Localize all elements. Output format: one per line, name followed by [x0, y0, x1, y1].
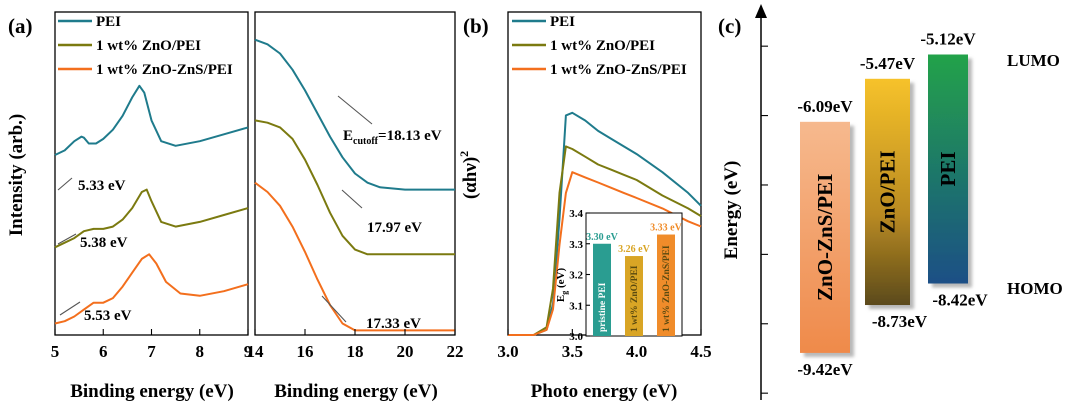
inset-value-label: 3.33 eV	[650, 223, 682, 234]
x-tick-label: 4.5	[690, 342, 711, 361]
legend-label-zno: 1 wt% ZnO/PEI	[96, 38, 201, 54]
inset-y-tick-label: 3.2	[569, 270, 583, 282]
series-line-1-wt-zno-pei	[254, 119, 455, 256]
legend-label-pei: PEI	[96, 14, 121, 30]
energy-bottom-label: -8.73eV	[872, 312, 928, 331]
annotation-cutoff-pei: Ecutoff=18.13 eV	[343, 128, 442, 147]
energy-bar-label: PEI	[936, 152, 960, 187]
inset-bar-1-wt-zno-zns-pei	[657, 234, 675, 336]
tangent-line	[59, 301, 81, 316]
inset-y-tick-label: 3.4	[569, 208, 583, 220]
x-tick-label: 22	[447, 342, 464, 361]
energy-level-bars: ZnO-ZnS/PEI-6.09eV-9.42eVZnO/PEI-5.47eV-…	[797, 30, 988, 379]
legend-a: PEI 1 wt% ZnO/PEI 1 wt% ZnO-ZnS/PEI	[58, 14, 233, 78]
x-tick-label: 18	[347, 342, 364, 361]
energy-bottom-label: -9.42eV	[797, 360, 853, 379]
inset-y-axis-title: Eg (eV)	[555, 268, 569, 303]
energy-bottom-label: -8.42eV	[932, 291, 988, 310]
inset-y-tick-label: 3.0	[569, 331, 583, 343]
tangent-line	[57, 177, 73, 191]
x-axis-title-a-right: Binding energy (eV)	[274, 381, 438, 402]
plot-a-right-curves	[254, 38, 455, 332]
series-line-1-wt-zno-zns-pei	[508, 171, 702, 336]
plot-b-absorption: 3.0 3.5 4.0 4.5 Photo energy (eV) (αhν)2 3.…	[457, 11, 712, 402]
plot-a-left-ticks: 5 6 7 8 9	[51, 329, 253, 361]
series-line-pei	[254, 38, 455, 191]
plot-b-curves	[508, 111, 702, 336]
tangent-line	[321, 295, 347, 323]
legend-b: PEI 1 wt% ZnO/PEI 1 wt% ZnO-ZnS/PEI	[512, 14, 687, 78]
inset-bandgap-chart: 3.30 eV pristine PEI 3.26 eV 1 wt% ZnO/PEI 3…	[555, 208, 683, 343]
x-tick-label: 16	[297, 342, 314, 361]
inset-category-label: pristine PEI	[598, 282, 608, 332]
energy-bar-zno-pei	[865, 78, 910, 306]
x-tick-label: 9	[244, 342, 253, 361]
legend-label-znozns: 1 wt% ZnO-ZnS/PEI	[96, 62, 233, 78]
x-tick-label: 3.5	[562, 342, 583, 361]
x-tick-label: 4.0	[626, 342, 647, 361]
inset-bar-1-wt-zno-pei	[625, 256, 643, 336]
energy-top-label: -5.12eV	[920, 30, 976, 49]
legend-label-zno: 1 wt% ZnO/PEI	[550, 38, 655, 54]
x-tick-label: 6	[99, 342, 108, 361]
inset-value-label: 3.26 eV	[618, 244, 650, 255]
energy-top-label: -6.09eV	[797, 97, 853, 116]
legend-label-znozns: 1 wt% ZnO-ZnS/PEI	[550, 62, 687, 78]
series-line-1-wt-zno-pei	[54, 188, 249, 249]
energy-axis-arrow-icon	[755, 4, 767, 18]
annotation-5-33: 5.33 eV	[78, 178, 126, 194]
y-axis-title-c: Energy (eV)	[721, 161, 742, 260]
plot-c-energy-levels: Energy (eV) ZnO-ZnS/PEI -6.09eV -9.42eV ZnO…	[721, 4, 1063, 400]
tangent-line	[57, 233, 77, 245]
homo-label: HOMO	[1007, 279, 1063, 298]
series-line-1-wt-zno-pei	[508, 145, 702, 336]
plot-a-left-curves	[54, 84, 249, 325]
energy-bar-label: ZnO-ZnS/PEI	[813, 174, 837, 301]
x-tick-label: 14	[247, 342, 265, 361]
y-axis-title-a: Intensity (arb.)	[6, 114, 27, 236]
plot-a-cutoff: 14 16 18 20 22 Ecutoff=18.13 eV 17.97 eV 17.…	[247, 11, 464, 402]
inset-ticks: 3.0 3.1 3.2 3.3 3.4	[569, 208, 590, 343]
x-axis-title-a-left: Binding energy (eV)	[70, 381, 234, 402]
plot-a-left-frame	[54, 11, 249, 336]
tangent-line	[337, 95, 373, 125]
y-axis-title-b: (αhν)2	[457, 151, 481, 199]
legend-label-pei: PEI	[550, 14, 575, 30]
plot-b-ticks: 3.0 3.5 4.0 4.5	[497, 329, 712, 361]
series-line-1-wt-zno-zns-pei	[254, 181, 455, 332]
x-tick-label: 8	[196, 342, 205, 361]
inset-value-label: 3.30 eV	[586, 232, 618, 243]
energy-bar-label: ZnO/PEI	[876, 150, 900, 233]
annotation-5-38: 5.38 eV	[80, 235, 128, 251]
series-line-1-wt-zno-zns-pei	[54, 253, 249, 325]
panel-label-b: (b)	[463, 14, 489, 38]
annotation-17-33: 17.33 eV	[366, 316, 421, 332]
inset-bars: 3.30 eV pristine PEI 3.26 eV 1 wt% ZnO/PEI 3…	[586, 223, 683, 336]
x-axis-title-b: Photo energy (eV)	[531, 381, 678, 402]
tangent-line	[341, 189, 363, 209]
x-tick-label: 7	[147, 342, 156, 361]
plot-a-valence: 5 6 7 8 9 5.33 eV 5.38 eV 5.53 eV Binding en…	[6, 11, 253, 402]
energy-axis-ticks	[761, 45, 768, 394]
energy-bar-zno-zns-pei	[800, 121, 850, 353]
inset-category-label: 1 wt% ZnO/PEI	[630, 265, 640, 332]
annotation-5-53: 5.53 eV	[84, 308, 132, 324]
inset-y-tick-label: 3.3	[569, 239, 583, 251]
inset-category-label: 1 wt% ZnO-ZnS/PEI	[662, 245, 672, 332]
series-line-pei	[54, 84, 249, 156]
inset-bar-pristine-pei	[593, 243, 611, 336]
panel-label-c: (c)	[718, 14, 741, 38]
energy-top-label: -5.47eV	[860, 54, 916, 73]
x-tick-label: 20	[397, 342, 414, 361]
inset-y-tick-label: 3.1	[569, 300, 583, 312]
annotation-17-97: 17.97 eV	[367, 220, 422, 236]
panel-label-a: (a)	[8, 14, 33, 38]
x-tick-label: 3.0	[497, 342, 518, 361]
x-tick-label: 5	[51, 342, 60, 361]
plot-a-right-ticks: 14 16 18 20 22	[247, 329, 464, 361]
lumo-label: LUMO	[1007, 51, 1060, 70]
energy-bar-pei	[928, 54, 968, 284]
